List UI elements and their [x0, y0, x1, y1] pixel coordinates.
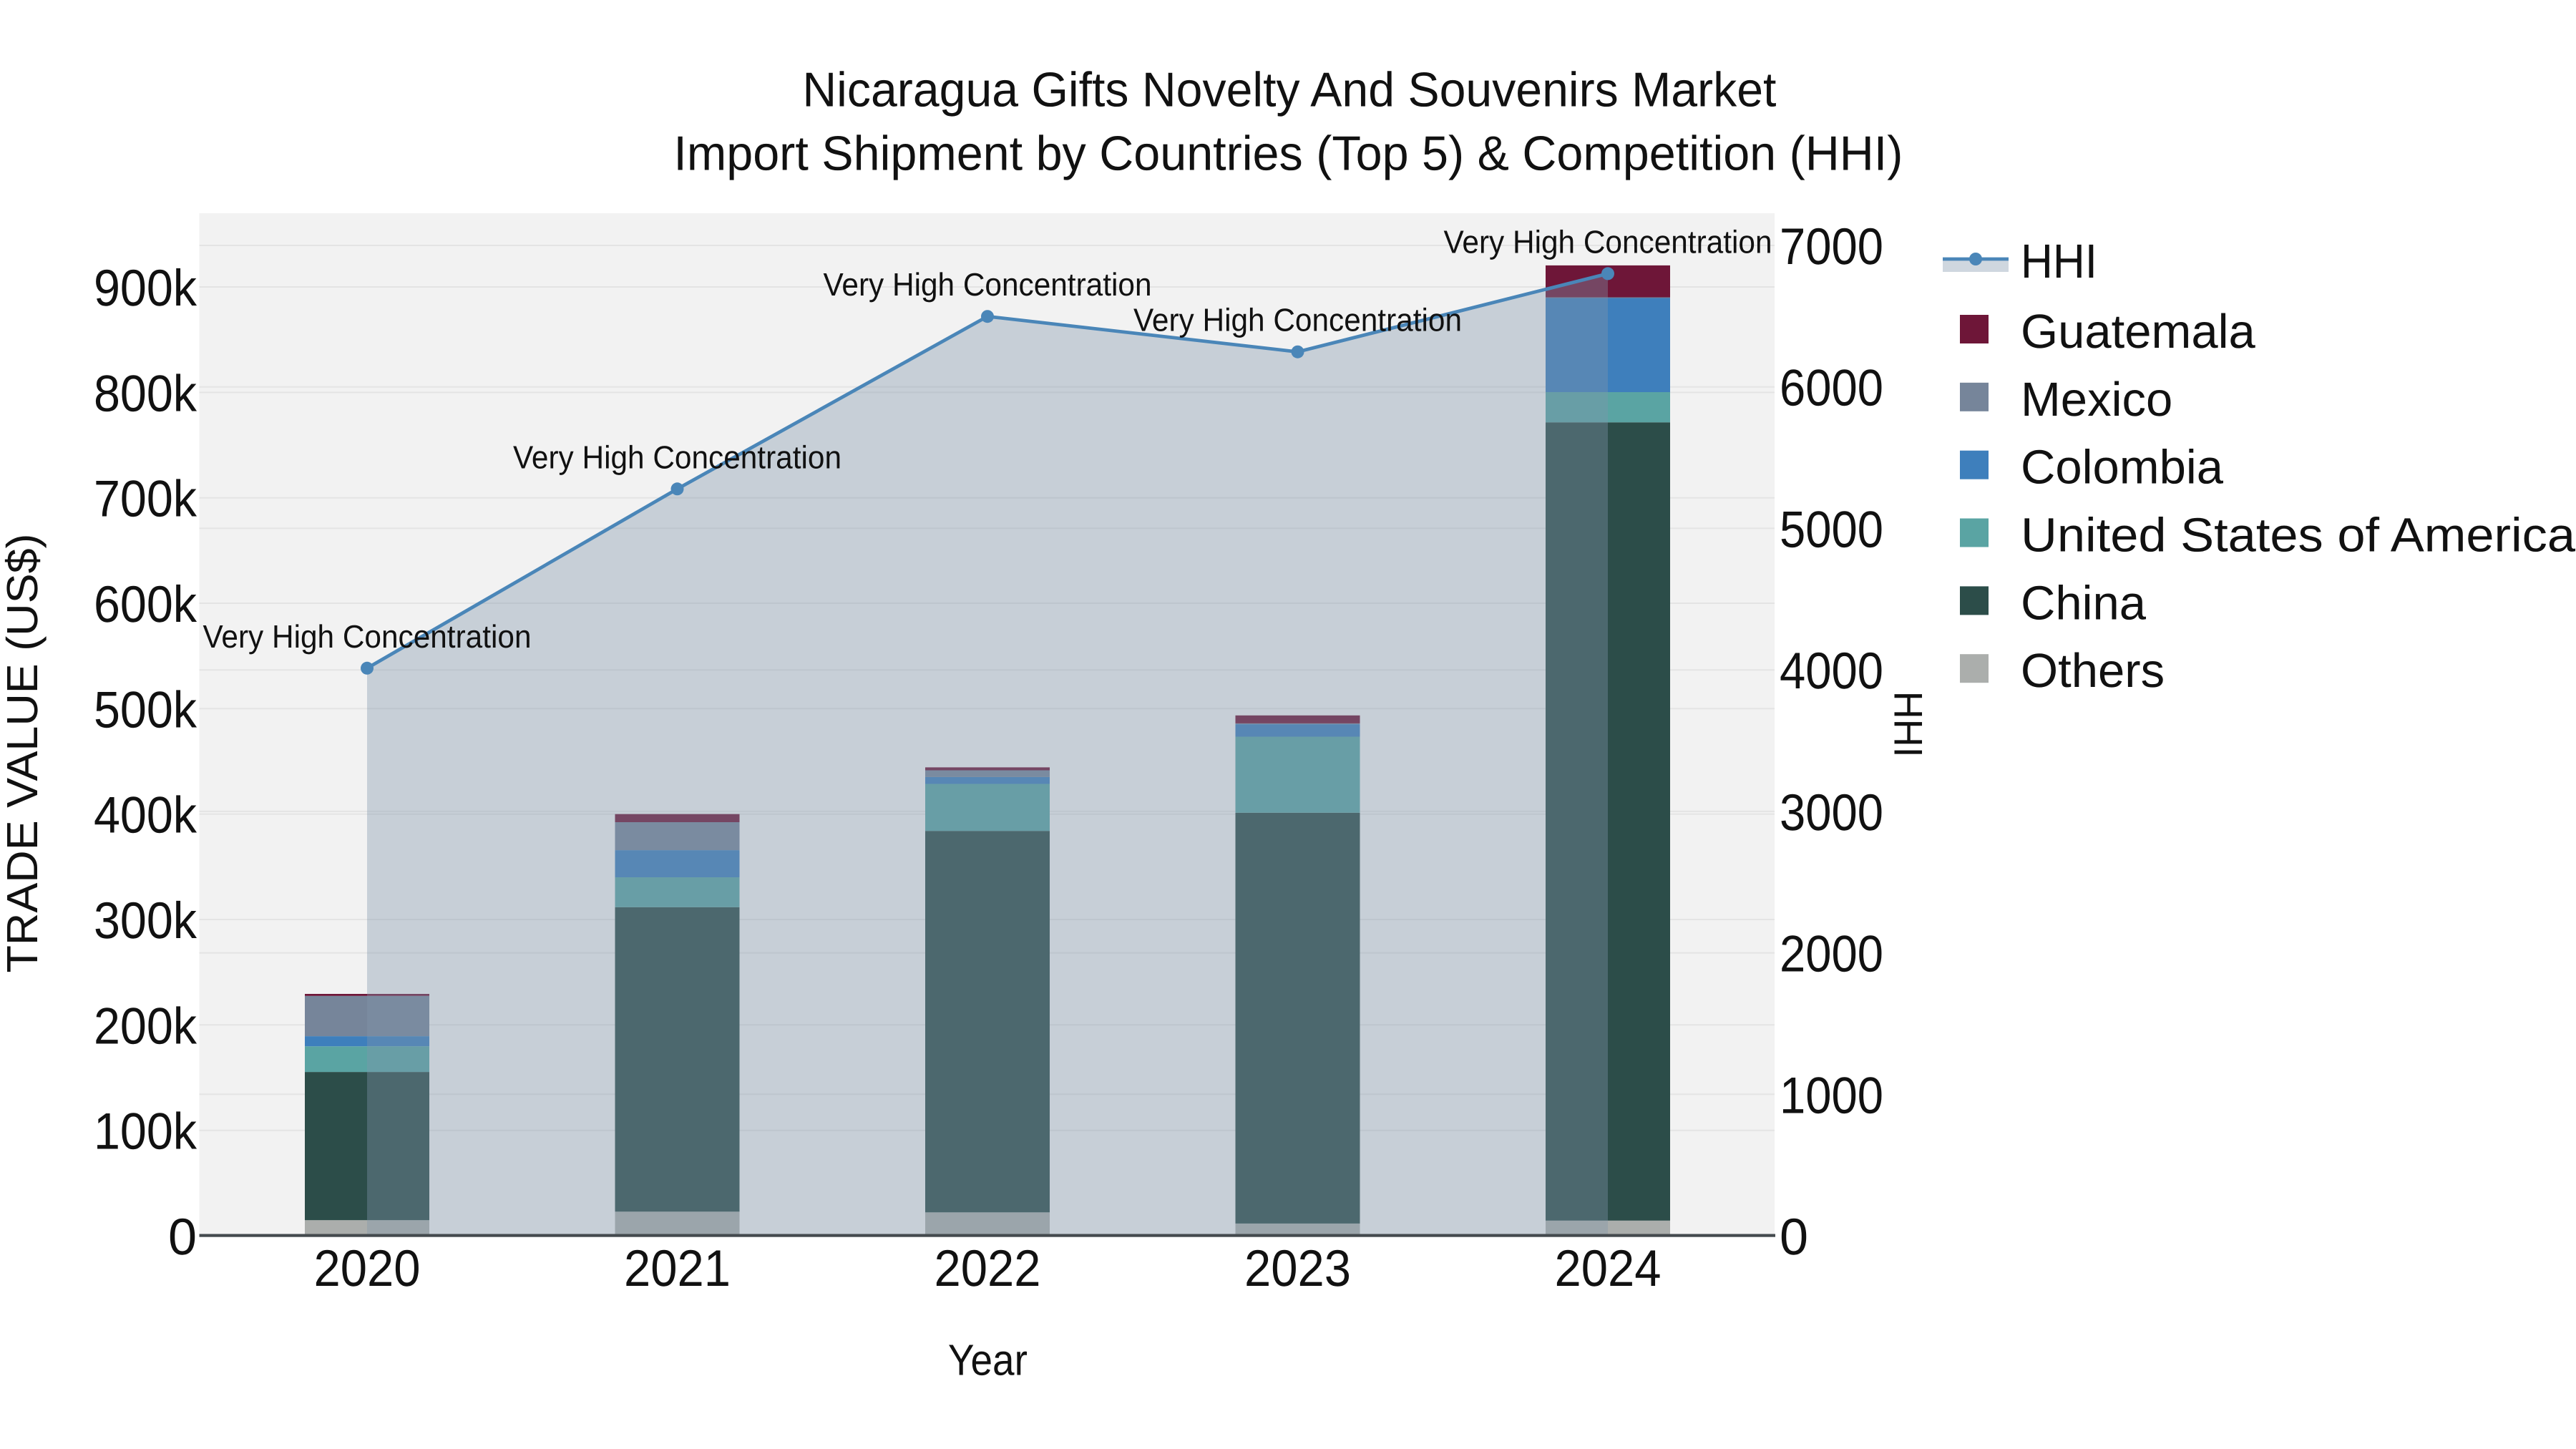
- svg-text:Very High Concentration: Very High Concentration: [824, 266, 1152, 303]
- svg-text:2021: 2021: [624, 1240, 731, 1297]
- svg-text:Very High Concentration: Very High Concentration: [203, 618, 532, 655]
- svg-text:700k: 700k: [94, 471, 197, 528]
- svg-text:300k: 300k: [94, 892, 197, 950]
- svg-text:Very High Concentration: Very High Concentration: [1133, 302, 1462, 338]
- svg-text:Import Shipment by Countries (: Import Shipment by Countries (Top 5) & C…: [673, 127, 1903, 181]
- svg-text:Guatemala: Guatemala: [2021, 305, 2255, 358]
- svg-text:Nicaragua Gifts Novelty And So: Nicaragua Gifts Novelty And Souvenirs Ma…: [802, 62, 1776, 117]
- svg-text:Mexico: Mexico: [2021, 373, 2172, 426]
- svg-text:7000: 7000: [1780, 218, 1883, 275]
- svg-text:500k: 500k: [94, 681, 197, 738]
- svg-text:China: China: [2021, 576, 2147, 630]
- svg-text:Very High Concentration: Very High Concentration: [513, 439, 841, 475]
- svg-text:200k: 200k: [94, 997, 197, 1055]
- svg-text:United States of America: United States of America: [2021, 509, 2576, 562]
- svg-text:Colombia: Colombia: [2021, 441, 2224, 494]
- svg-text:400k: 400k: [94, 787, 197, 844]
- svg-text:HHI: HHI: [1886, 691, 1931, 758]
- svg-text:2024: 2024: [1555, 1240, 1662, 1297]
- svg-text:4000: 4000: [1780, 643, 1883, 700]
- svg-text:2023: 2023: [1244, 1240, 1351, 1297]
- svg-text:3000: 3000: [1780, 784, 1883, 841]
- svg-text:Year: Year: [948, 1335, 1028, 1384]
- svg-text:600k: 600k: [94, 576, 197, 633]
- svg-text:TRADE VALUE (US$): TRADE VALUE (US$): [0, 534, 47, 973]
- svg-text:Very High Concentration: Very High Concentration: [1444, 223, 1772, 260]
- svg-text:100k: 100k: [94, 1103, 197, 1161]
- svg-text:HHI: HHI: [2021, 235, 2097, 288]
- svg-text:5000: 5000: [1780, 501, 1883, 558]
- svg-text:0: 0: [1780, 1209, 1808, 1266]
- svg-text:2020: 2020: [314, 1240, 421, 1297]
- svg-text:1000: 1000: [1780, 1067, 1883, 1124]
- svg-text:800k: 800k: [94, 365, 197, 422]
- svg-text:6000: 6000: [1780, 360, 1883, 417]
- svg-text:2022: 2022: [935, 1240, 1041, 1297]
- svg-text:900k: 900k: [94, 260, 197, 317]
- svg-text:Others: Others: [2021, 644, 2165, 698]
- svg-text:2000: 2000: [1780, 926, 1883, 983]
- svg-text:0: 0: [168, 1209, 197, 1266]
